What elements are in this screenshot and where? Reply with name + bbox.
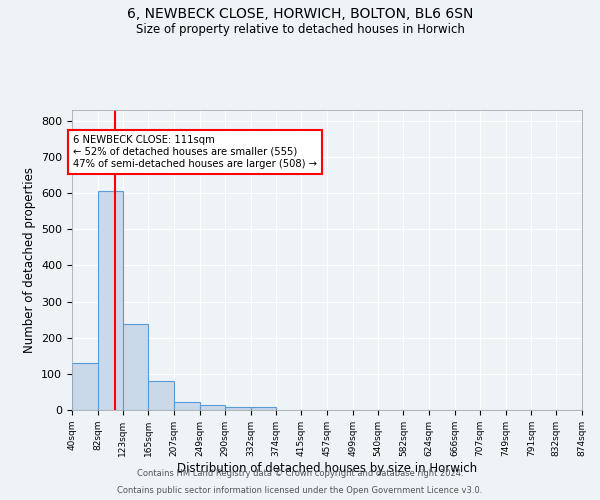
- Text: 6 NEWBECK CLOSE: 111sqm
← 52% of detached houses are smaller (555)
47% of semi-d: 6 NEWBECK CLOSE: 111sqm ← 52% of detache…: [73, 136, 317, 168]
- X-axis label: Distribution of detached houses by size in Horwich: Distribution of detached houses by size …: [177, 462, 477, 474]
- Text: Contains public sector information licensed under the Open Government Licence v3: Contains public sector information licen…: [118, 486, 482, 495]
- Bar: [123, 324, 148, 410]
- Y-axis label: Number of detached properties: Number of detached properties: [23, 167, 35, 353]
- Bar: [251, 407, 276, 410]
- Bar: [174, 402, 200, 410]
- Bar: [225, 407, 251, 410]
- Bar: [148, 381, 174, 410]
- Bar: [72, 363, 98, 410]
- Bar: [200, 404, 225, 410]
- Text: 6, NEWBECK CLOSE, HORWICH, BOLTON, BL6 6SN: 6, NEWBECK CLOSE, HORWICH, BOLTON, BL6 6…: [127, 8, 473, 22]
- Bar: [98, 192, 123, 410]
- Text: Contains HM Land Registry data © Crown copyright and database right 2024.: Contains HM Land Registry data © Crown c…: [137, 468, 463, 477]
- Text: Size of property relative to detached houses in Horwich: Size of property relative to detached ho…: [136, 22, 464, 36]
